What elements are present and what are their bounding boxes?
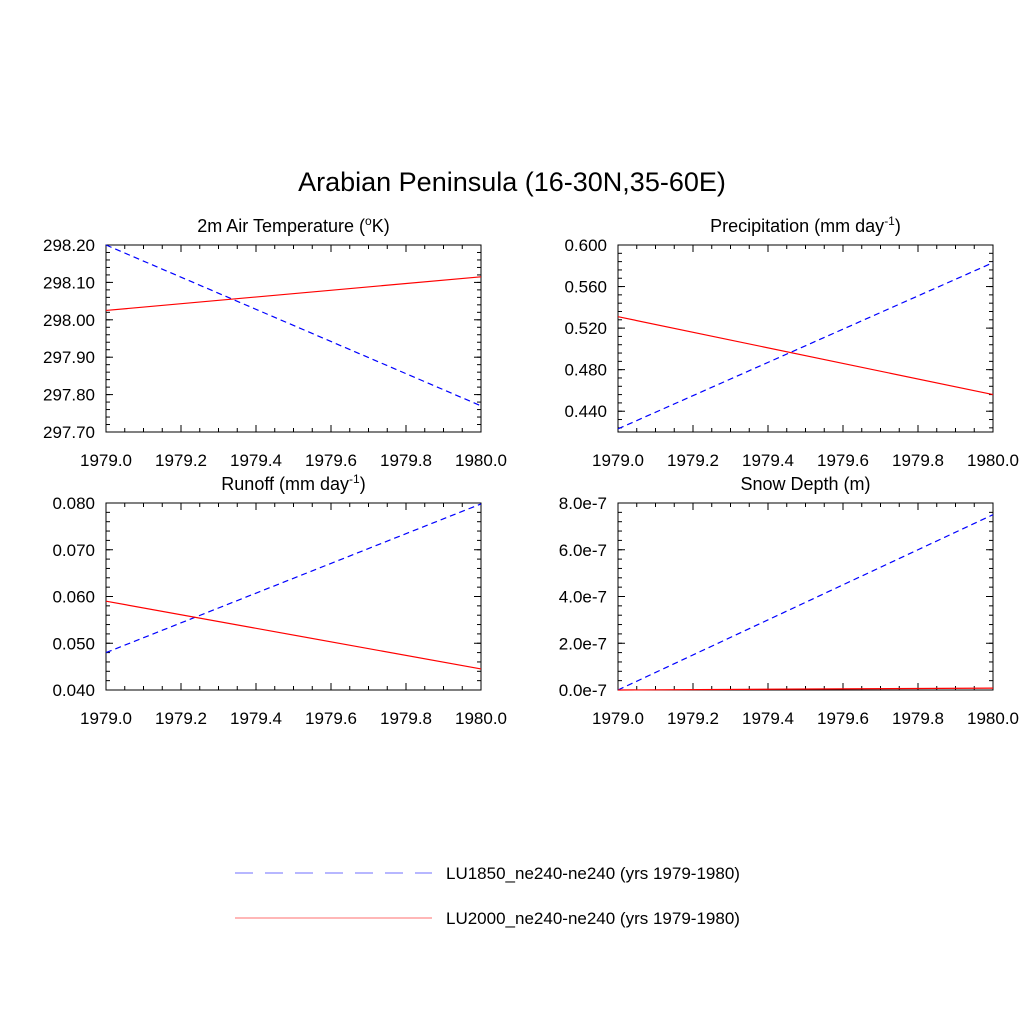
plot-panels: 2m Air Temperature (oK) 1979.0 1979.2 1979.… <box>43 214 1019 728</box>
x-tick-label: 1979.4 <box>742 451 794 470</box>
panel-title-tail: K) <box>372 216 390 236</box>
x-tick-label: 1979.0 <box>80 451 132 470</box>
x-tick-label: 1979.6 <box>817 451 869 470</box>
x-tick-label: 1979.0 <box>80 709 132 728</box>
series-line-1 <box>617 514 994 691</box>
panel-title-main: Snow Depth (m) <box>740 474 870 494</box>
legend-label-2: LU2000_ne240-ne240 (yrs 1979-1980) <box>446 909 740 928</box>
legend-label-1: LU1850_ne240-ne240 (yrs 1979-1980) <box>446 864 740 883</box>
panel-title-main: 2m Air Temperature ( <box>197 216 365 236</box>
x-tick-label: 1979.4 <box>230 451 282 470</box>
x-tick-label: 1979.4 <box>742 709 794 728</box>
plot-frame <box>617 502 994 691</box>
x-tick-label: 1980.0 <box>967 709 1019 728</box>
x-tick-label: 1979.4 <box>230 709 282 728</box>
y-tick-label: 298.00 <box>43 311 95 330</box>
x-tick-label: 1979.0 <box>592 451 644 470</box>
series-line-1 <box>617 262 994 430</box>
panel-1: 2m Air Temperature (oK) 1979.0 1979.2 1979.… <box>43 214 507 470</box>
y-tick-label: 0.520 <box>564 319 607 338</box>
series-line-1 <box>105 503 482 654</box>
x-tick-label: 1979.6 <box>305 451 357 470</box>
plot-frame <box>105 244 482 433</box>
panel-title-main: Runoff (mm day <box>221 474 349 494</box>
panel-title: Snow Depth (m) <box>740 474 870 494</box>
y-tick-label: 297.80 <box>43 386 95 405</box>
y-tick-label: 8.0e-7 <box>559 494 607 513</box>
x-tick-label: 1979.8 <box>892 451 944 470</box>
panel-title-superscript: -1 <box>349 472 360 486</box>
x-tick-label: 1979.2 <box>667 451 719 470</box>
panel-title: 2m Air Temperature (oK) <box>197 214 389 236</box>
panel-title: Precipitation (mm day-1) <box>710 214 901 236</box>
x-tick-label: 1979.8 <box>380 451 432 470</box>
panel-title: Runoff (mm day-1) <box>221 472 365 494</box>
x-tick-label: 1979.6 <box>817 709 869 728</box>
x-tick-label: 1979.2 <box>155 451 207 470</box>
panel-title-tail: ) <box>360 474 366 494</box>
y-tick-label: 0.070 <box>52 541 95 560</box>
y-tick-label: 0.050 <box>52 634 95 653</box>
y-tick-label: 0.560 <box>564 278 607 297</box>
y-tick-label: 6.0e-7 <box>559 541 607 560</box>
series-line-2 <box>617 687 994 691</box>
legend: LU1850_ne240-ne240 (yrs 1979-1980) LU2000… <box>235 864 740 928</box>
series-line-2 <box>105 600 482 670</box>
x-tick-label: 1979.0 <box>592 709 644 728</box>
panel-title-main: Precipitation (mm day <box>710 216 884 236</box>
x-tick-label: 1980.0 <box>967 451 1019 470</box>
y-tick-label: 4.0e-7 <box>559 588 607 607</box>
x-tick-label: 1979.6 <box>305 709 357 728</box>
x-tick-label: 1980.0 <box>455 709 507 728</box>
x-tick-label: 1979.8 <box>892 709 944 728</box>
panel-3: Runoff (mm day-1) 1979.0 1979.2 1979.4 1979.… <box>52 472 507 728</box>
y-tick-label: 298.10 <box>43 273 95 292</box>
series-line-1 <box>105 244 482 407</box>
x-tick-label: 1979.2 <box>155 709 207 728</box>
y-tick-label: 0.060 <box>52 588 95 607</box>
series-line-2 <box>617 316 994 396</box>
y-tick-label: 0.080 <box>52 494 95 513</box>
y-tick-label: 0.040 <box>52 681 95 700</box>
y-tick-label: 298.20 <box>43 236 95 255</box>
y-tick-label: 2.0e-7 <box>559 634 607 653</box>
series-line-2 <box>105 276 482 312</box>
panel-2: Precipitation (mm day-1) 1979.0 1979.2 1979… <box>564 214 1019 470</box>
y-tick-label: 0.0e-7 <box>559 681 607 700</box>
y-tick-label: 297.70 <box>43 423 95 442</box>
panel-title-superscript: o <box>365 214 372 228</box>
y-tick-label: 0.440 <box>564 402 607 421</box>
panel-title-tail: ) <box>895 216 901 236</box>
panel-title-superscript: -1 <box>884 214 895 228</box>
panel-4: Snow Depth (m) 1979.0 1979.2 1979.4 1979.6 19… <box>559 474 1019 728</box>
x-tick-label: 1980.0 <box>455 451 507 470</box>
y-tick-label: 0.600 <box>564 236 607 255</box>
x-tick-label: 1979.8 <box>380 709 432 728</box>
x-tick-label: 1979.2 <box>667 709 719 728</box>
main-title: Arabian Peninsula (16-30N,35-60E) <box>298 167 726 197</box>
y-tick-label: 297.90 <box>43 348 95 367</box>
plot-frame <box>105 502 482 691</box>
y-tick-label: 0.480 <box>564 361 607 380</box>
